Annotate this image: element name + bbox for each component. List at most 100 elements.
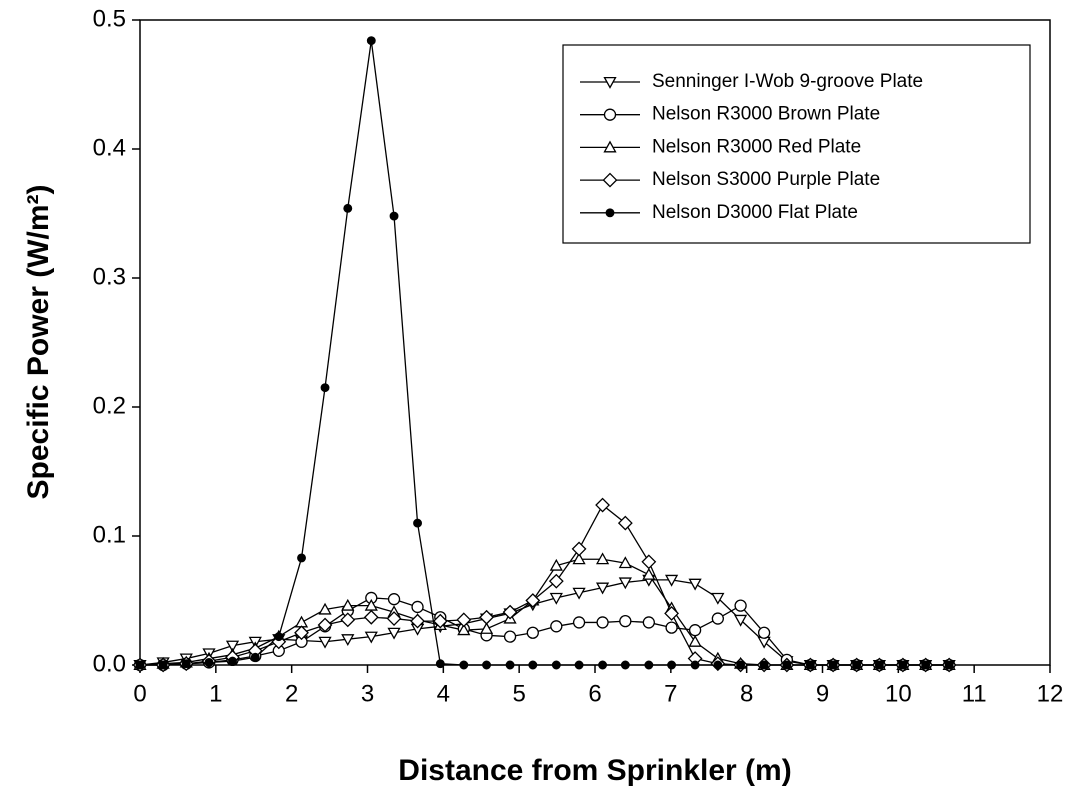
point [572, 616, 586, 629]
point [294, 625, 309, 641]
point [595, 497, 611, 513]
legend-label: Nelson D3000 Flat Plate [652, 202, 858, 223]
x-tick-label: 11 [962, 680, 987, 707]
point [618, 577, 632, 590]
point [479, 622, 494, 634]
point [503, 630, 517, 643]
point [364, 631, 378, 644]
point [525, 593, 541, 608]
y-tick-label: 0.2 [93, 392, 126, 419]
point [618, 556, 632, 569]
point [620, 660, 630, 670]
y-tick-label: 0.1 [93, 521, 126, 548]
point [158, 660, 168, 670]
point [733, 614, 748, 627]
point [602, 172, 618, 188]
point [596, 616, 609, 629]
legend-label: Nelson R3000 Brown Plate [652, 104, 880, 125]
point [479, 609, 494, 625]
point [435, 659, 445, 669]
point [274, 632, 284, 642]
point [734, 599, 747, 612]
point [665, 621, 678, 634]
point [548, 573, 564, 589]
x-tick-label: 9 [816, 680, 829, 707]
x-tick-label: 0 [133, 680, 146, 707]
point [411, 600, 424, 614]
point [690, 660, 700, 670]
series-line [140, 597, 950, 666]
point [571, 541, 587, 557]
y-tick-label: 0.0 [93, 650, 126, 677]
x-tick-label: 4 [437, 680, 450, 707]
point [526, 626, 539, 639]
point [642, 567, 656, 580]
x-tick-label: 12 [1037, 680, 1064, 707]
point [759, 660, 769, 670]
point [711, 592, 725, 605]
point [921, 660, 931, 670]
point [551, 660, 561, 670]
x-tick-label: 10 [885, 680, 912, 707]
point [410, 613, 425, 629]
point [228, 656, 237, 666]
point [135, 660, 145, 670]
point [757, 626, 771, 639]
x-tick-label: 6 [588, 680, 601, 707]
point [644, 660, 654, 670]
point [617, 515, 633, 531]
point [318, 636, 332, 649]
point [387, 593, 401, 606]
point [341, 598, 355, 611]
x-tick-label: 2 [285, 680, 298, 707]
point [457, 623, 471, 636]
point [343, 203, 353, 213]
point [603, 76, 617, 89]
point [549, 558, 563, 571]
point [297, 553, 306, 563]
point [852, 660, 862, 670]
point [664, 605, 680, 621]
point [225, 640, 240, 653]
legend-box [562, 44, 1031, 244]
point [550, 620, 563, 633]
point [603, 108, 617, 121]
point [502, 604, 518, 620]
point [387, 627, 401, 640]
point [605, 208, 615, 218]
y-tick-label: 0.3 [93, 263, 126, 290]
point [782, 660, 792, 670]
point [459, 660, 469, 670]
point [389, 211, 399, 221]
x-axis-label: Distance from Sprinkler (m) [398, 754, 791, 787]
point [181, 659, 191, 669]
point [711, 612, 724, 625]
point [603, 140, 617, 153]
y-tick-label: 0.4 [93, 134, 126, 161]
point [341, 634, 355, 647]
point [320, 383, 330, 393]
point [595, 552, 610, 565]
point [667, 660, 677, 670]
point [318, 602, 332, 615]
point [713, 660, 723, 670]
legend-label: Nelson R3000 Red Plate [652, 136, 861, 157]
y-axis-label: Specific Power (W/m²) [22, 184, 55, 499]
point [340, 612, 356, 628]
point [572, 587, 586, 600]
point [386, 611, 402, 626]
point [250, 652, 260, 662]
point [688, 634, 702, 647]
point [572, 552, 586, 565]
point [944, 660, 954, 670]
legend-label: Senninger I-Wob 9-groove Plate [652, 71, 923, 92]
point [482, 660, 492, 670]
point [736, 660, 746, 670]
point [363, 609, 379, 625]
point [574, 660, 584, 670]
x-tick-label: 5 [512, 680, 525, 707]
point [595, 582, 610, 595]
x-tick-label: 1 [209, 680, 222, 707]
point [204, 657, 214, 667]
point [413, 518, 422, 528]
